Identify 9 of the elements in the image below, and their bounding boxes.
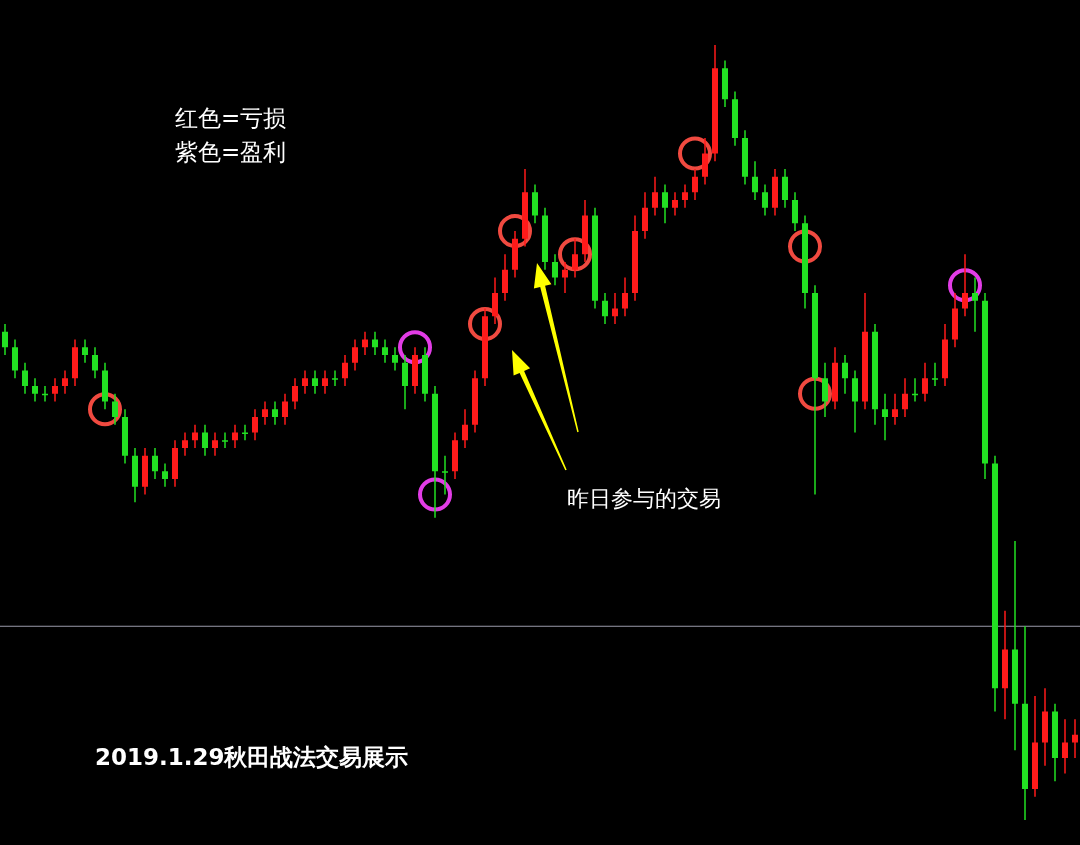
annotation: 昨日参与的交易 [567, 486, 721, 511]
annotation: 红色=亏损 [175, 105, 287, 131]
annotation: 紫色=盈利 [175, 139, 287, 165]
point [468, 307, 502, 341]
point [798, 376, 832, 411]
point [948, 268, 982, 303]
point [418, 477, 452, 512]
annotation: 2019.1.29秋田战法交易展示 [95, 744, 409, 770]
point [678, 136, 712, 171]
